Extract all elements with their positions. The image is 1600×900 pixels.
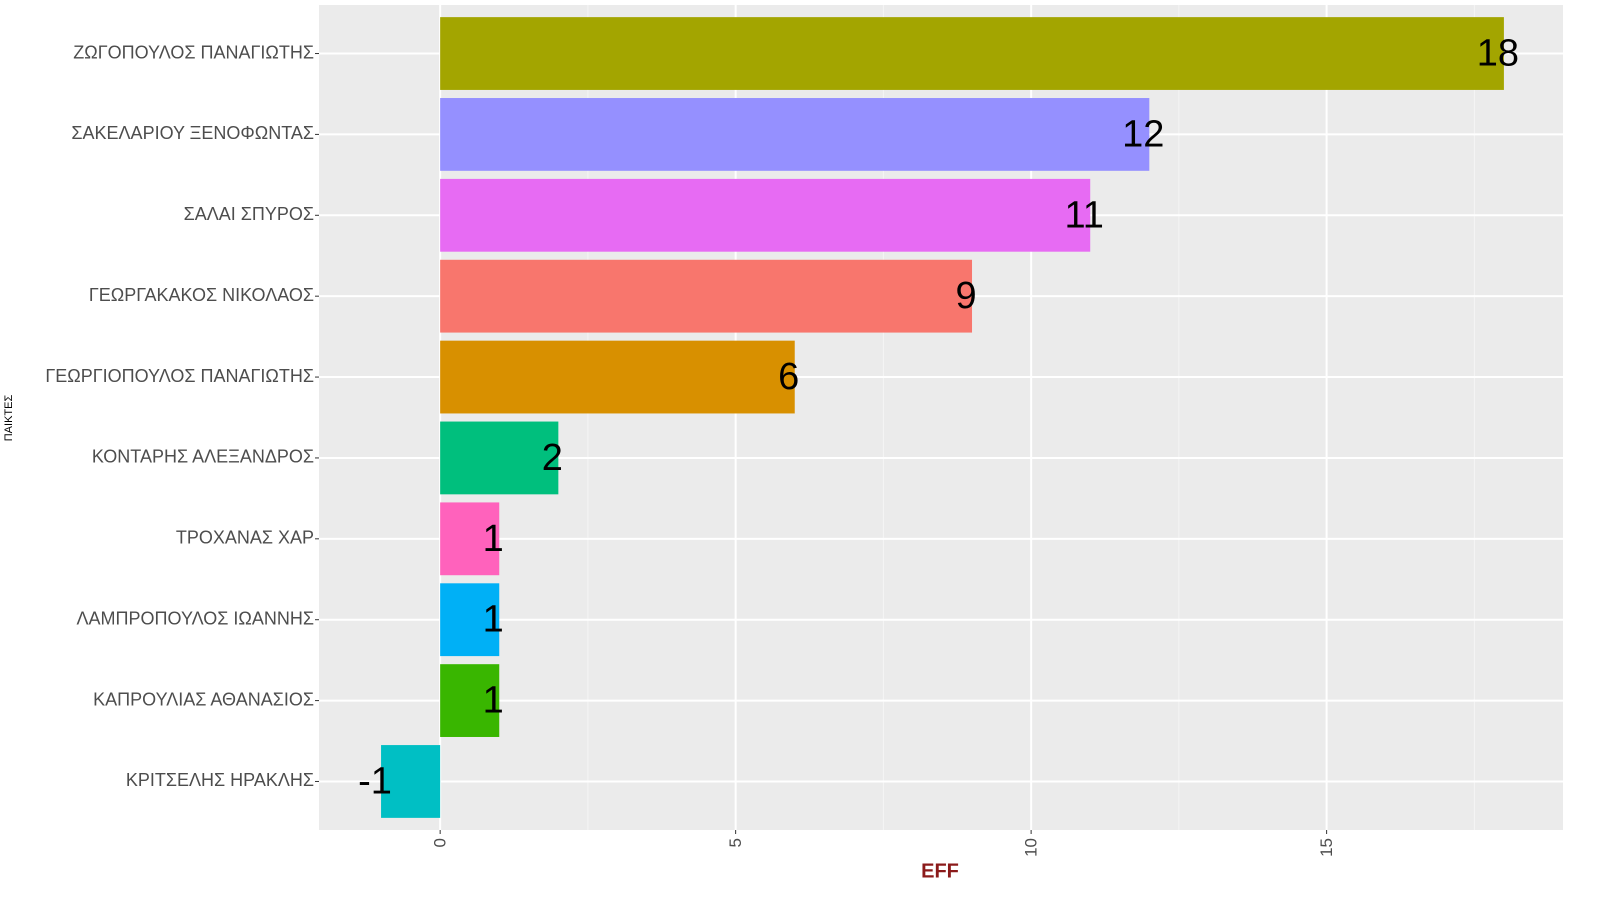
x-tick-label: 15 [1317, 838, 1336, 857]
bar-value-label: 1 [483, 680, 504, 722]
bar-value-label: -1 [358, 761, 392, 803]
y-tick-label: ΣΑΛΑΙ ΣΠΥΡΟΣ [184, 204, 314, 224]
bar-value-label: 2 [542, 437, 563, 479]
y-axis-title: ΠΑΙΚΤΕΣ [3, 395, 15, 442]
y-tick-label: ΓΕΩΡΓΑΚΑΚΟΣ ΝΙΚΟΛΑΟΣ [89, 285, 314, 305]
y-tick-label: ΖΩΓΟΠΟΥΛΟΣ ΠΑΝΑΓΙΩΤΗΣ [73, 42, 314, 62]
bar-value-label: 18 [1477, 33, 1519, 75]
y-tick-label: ΚΑΠΡΟΥΛΙΑΣ ΑΘΑΝΑΣΙΟΣ [93, 689, 314, 709]
bar-value-label: 1 [483, 599, 504, 641]
bar [440, 340, 795, 414]
x-axis-title: EFF [921, 860, 959, 882]
bar [440, 502, 500, 576]
y-tick-label: ΚΡΙΤΣΕΛΗΣ ΗΡΑΚΛΗΣ [126, 770, 314, 790]
bar-value-label: 12 [1122, 113, 1164, 155]
bar [440, 17, 1504, 90]
bar [440, 259, 973, 333]
bar-value-label: 9 [955, 275, 976, 317]
x-tick-label: 0 [431, 838, 450, 847]
bar [440, 583, 500, 657]
y-tick-label: ΤΡΟΧΑΝΑΣ ΧΑΡ [176, 528, 314, 548]
bar-value-label: 1 [483, 518, 504, 560]
x-tick-label: 10 [1022, 838, 1041, 857]
bar [440, 664, 500, 737]
bar [440, 421, 559, 495]
y-tick-label: ΛΑΜΠΡΟΠΟΥΛΟΣ ΙΩΑΝΝΗΣ [77, 608, 314, 628]
x-tick-label: 5 [726, 838, 745, 847]
bar-value-label: 11 [1064, 194, 1103, 236]
bar [440, 98, 1150, 171]
y-tick-label: ΣΑΚΕΛΑΡΙΟΥ ΞΕΝΟΦΩΝΤΑΣ [71, 123, 314, 143]
bar-value-label: 6 [778, 356, 799, 398]
y-tick-label: ΚΟΝΤΑΡΗΣ ΑΛΕΞΑΝΔΡΟΣ [92, 447, 314, 467]
bar [440, 178, 1091, 252]
bar [381, 745, 441, 818]
y-tick-label: ΓΕΩΡΓΙΟΠΟΥΛΟΣ ΠΑΝΑΓΙΩΤΗΣ [45, 366, 314, 386]
